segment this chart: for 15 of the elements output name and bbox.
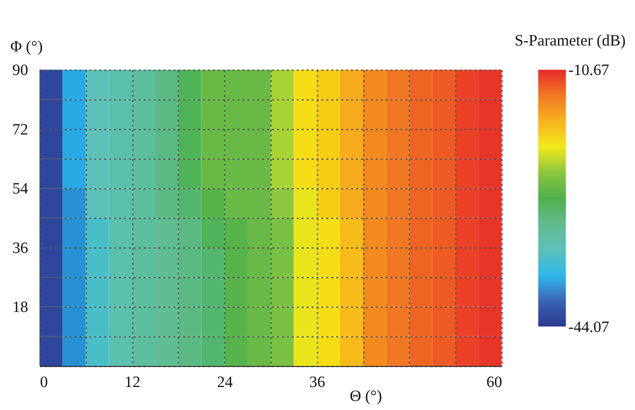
x-tick-label: 12 <box>124 374 140 392</box>
x-tick-label: 0 <box>40 374 48 392</box>
y-tick-label: 72 <box>12 121 28 138</box>
y-tick-label: 18 <box>12 299 28 316</box>
color-bar-title: S-Parameter (dB) <box>514 32 626 50</box>
x-axis-title: Θ (°) <box>350 388 382 406</box>
color-bar-label: -44.07 <box>568 318 610 336</box>
x-tick-label: 36 <box>309 374 326 392</box>
y-tick-label: 54 <box>12 180 28 198</box>
x-tick-label: 24 <box>216 374 233 392</box>
y-axis-title: Φ (°) <box>10 38 43 56</box>
y-tick-label: 90 <box>12 62 28 80</box>
y-tick-label: 36 <box>12 240 28 257</box>
color-bar-label: -10.67 <box>568 62 610 80</box>
x-tick-label: 60 <box>486 374 502 392</box>
